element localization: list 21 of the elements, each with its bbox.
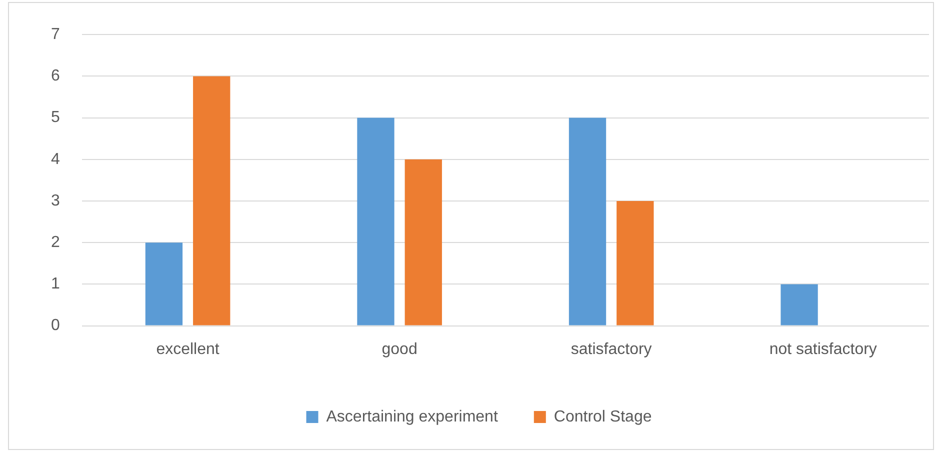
bar <box>568 118 606 326</box>
bar <box>145 242 183 326</box>
bar <box>193 76 230 326</box>
x-tick-label: good <box>382 340 418 358</box>
bar <box>404 159 442 326</box>
x-tick-label: not satisfactory <box>769 340 877 358</box>
y-tick-label: 4 <box>50 150 60 168</box>
y-tick-label: 5 <box>50 109 60 126</box>
bar <box>357 118 394 326</box>
legend-label: Ascertaining experiment <box>326 408 498 426</box>
legend-label: Control Stage <box>554 408 652 426</box>
x-tick-label: satisfactory <box>570 340 652 358</box>
y-tick-label: 7 <box>50 26 60 44</box>
x-tick-label: excellent <box>156 340 220 358</box>
y-tick-label: 2 <box>50 234 60 252</box>
y-tick-label: 6 <box>50 68 60 85</box>
y-tick-label: 3 <box>50 192 60 210</box>
bar <box>780 284 818 326</box>
y-tick-label: 1 <box>50 276 60 293</box>
bar <box>616 201 654 326</box>
y-tick-label: 0 <box>50 317 60 334</box>
